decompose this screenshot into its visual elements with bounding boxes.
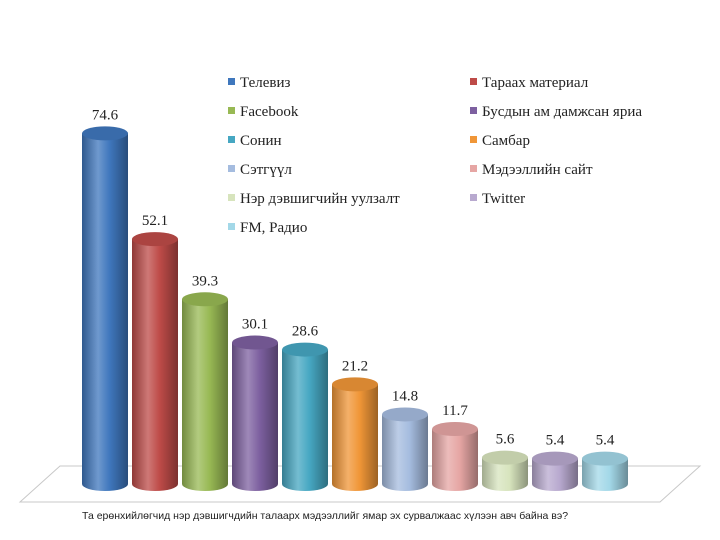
- chart-caption: Та ерөнхийлөгчид нэр дэвшигчдийн талаарх…: [82, 510, 569, 522]
- bar-top: [382, 407, 428, 422]
- data-label: 30.1: [242, 317, 268, 333]
- legend-swatch: [470, 165, 477, 172]
- legend-label: Самбар: [482, 133, 530, 149]
- bar: [532, 451, 578, 491]
- legend-item: Бусдын ам дамжсан яриа: [470, 104, 642, 120]
- legend-label: FM, Радио: [240, 220, 307, 236]
- bar: [432, 422, 478, 491]
- bar: [182, 292, 228, 491]
- legend-item: Нэр дэвшигчийн уулзалт: [228, 191, 400, 207]
- data-label: 39.3: [192, 273, 218, 289]
- bars-group: [82, 126, 628, 491]
- bar: [482, 450, 528, 491]
- data-label: 11.7: [442, 403, 468, 419]
- bar: [382, 407, 428, 491]
- legend-item: Сэтгүүл: [228, 162, 292, 178]
- bar-body: [332, 384, 378, 491]
- legend-label: Бусдын ам дамжсан яриа: [482, 104, 642, 120]
- legend-item: Телевиз: [228, 75, 291, 91]
- legend-swatch: [470, 107, 477, 114]
- bar-body: [282, 349, 328, 491]
- bar-body: [82, 133, 128, 491]
- legend-item: Тараах материал: [470, 75, 589, 91]
- legend-label: Facebook: [240, 104, 299, 120]
- bar-top: [232, 335, 278, 350]
- legend: Телевиз Тараах материал Facebook Бусдын ам …: [228, 75, 642, 236]
- bar-body: [382, 414, 428, 491]
- data-label: 14.8: [392, 388, 418, 404]
- bar: [582, 451, 628, 491]
- bar-top: [132, 232, 178, 247]
- bar: [332, 377, 378, 491]
- data-label: 21.2: [342, 358, 368, 374]
- data-label: 5.4: [596, 433, 615, 449]
- legend-swatch: [228, 107, 235, 114]
- data-label: 74.6: [92, 107, 119, 123]
- legend-swatch: [228, 78, 235, 85]
- bar-body: [232, 342, 278, 491]
- legend-item: Сонин: [228, 133, 282, 149]
- bar-body: [482, 457, 528, 491]
- bar: [282, 342, 328, 491]
- bar: [82, 126, 128, 491]
- legend-label: Нэр дэвшигчийн уулзалт: [240, 191, 400, 207]
- legend-swatch: [470, 78, 477, 85]
- bar-body: [532, 458, 578, 491]
- legend-swatch: [470, 194, 477, 201]
- legend-item: Twitter: [470, 191, 525, 207]
- legend-item: Мэдээллийн сайт: [470, 162, 593, 178]
- legend-label: Сэтгүүл: [240, 162, 292, 178]
- legend-item: FM, Радио: [228, 220, 307, 236]
- data-label: 52.1: [142, 213, 168, 229]
- legend-swatch: [228, 136, 235, 143]
- data-labels-group: 74.6 52.1 39.3 30.1 28.6 21.2 14.8 11.7 5.6 5.4 5.…: [92, 107, 615, 448]
- bar-top: [582, 451, 628, 466]
- legend-label: Мэдээллийн сайт: [482, 162, 593, 178]
- bar: [132, 232, 178, 491]
- legend-swatch: [228, 165, 235, 172]
- bar-top: [532, 451, 578, 466]
- bar-top: [82, 126, 128, 141]
- bar-top: [332, 377, 378, 392]
- bar-body: [582, 458, 628, 491]
- bar-body: [432, 429, 478, 491]
- legend-swatch: [228, 194, 235, 201]
- legend-item: Самбар: [470, 133, 530, 149]
- bar-top: [482, 450, 528, 465]
- bar: [232, 335, 278, 491]
- legend-swatch: [470, 136, 477, 143]
- legend-item: Facebook: [228, 104, 299, 120]
- data-label: 5.6: [496, 432, 515, 448]
- bar-body: [182, 299, 228, 491]
- legend-label: Телевиз: [240, 75, 291, 91]
- bar-body: [132, 239, 178, 491]
- legend-label: Twitter: [482, 191, 525, 207]
- legend-swatch: [228, 223, 235, 230]
- legend-label: Тараах материал: [482, 75, 589, 91]
- bar-top: [432, 422, 478, 437]
- data-label: 5.4: [546, 433, 565, 449]
- legend-label: Сонин: [240, 133, 282, 149]
- bar-top: [282, 342, 328, 357]
- bar-top: [182, 292, 228, 307]
- data-label: 28.6: [292, 324, 319, 340]
